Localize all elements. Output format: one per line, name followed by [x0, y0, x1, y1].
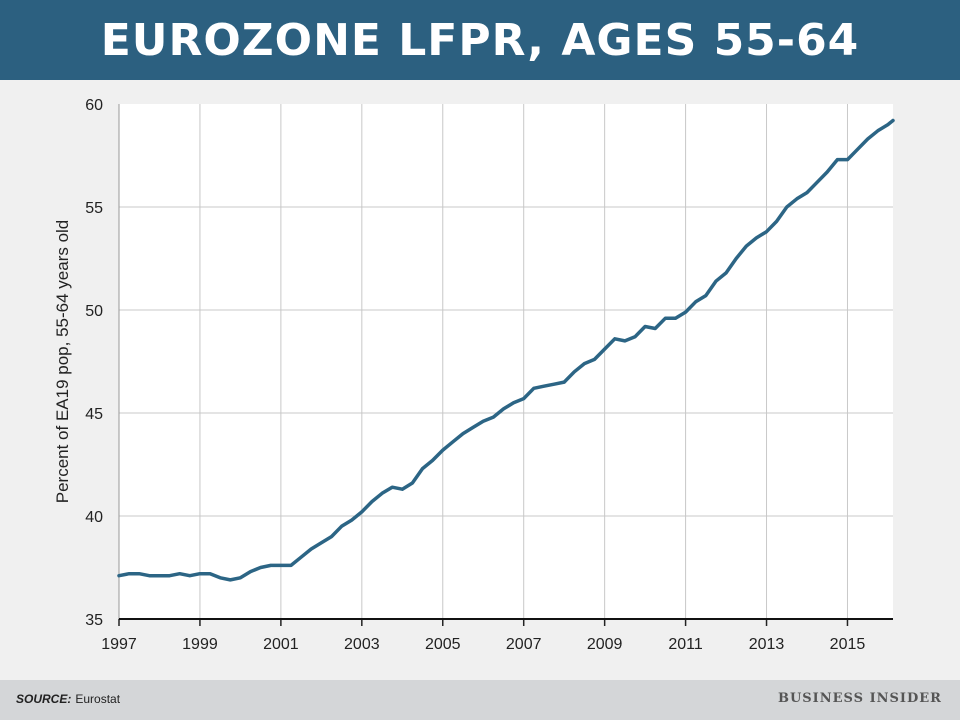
x-tick-label: 2011: [668, 636, 703, 653]
x-tick-label: 2007: [506, 636, 542, 653]
x-tick-label: 2005: [425, 636, 461, 653]
tick-labels: 35 40 45 50 55 60 1997 1999 2001 2003 2005 2007 2009…: [85, 97, 865, 653]
y-tick-label: 35: [85, 612, 103, 629]
series-line: [117, 118, 895, 582]
source-value: Eurostat: [75, 692, 121, 706]
y-tick-label: 55: [85, 200, 103, 217]
source-note: SOURCE: Eurostat: [16, 692, 120, 706]
source-label: SOURCE:: [16, 692, 72, 706]
series-layer: [117, 118, 895, 582]
x-tick-label: 2001: [263, 636, 299, 653]
x-tick-label: 1997: [101, 636, 137, 653]
plot-area: [119, 104, 893, 619]
chart-title: EUROZONE LFPR, AGES 55-64: [100, 14, 860, 66]
x-tick-label: 2015: [830, 636, 866, 653]
line-chart: 35 40 45 50 55 60 1997 1999 2001 2003 2005 2007 2009…: [53, 97, 895, 653]
chart-header: EUROZONE LFPR, AGES 55-64: [0, 0, 960, 80]
footer: SOURCE: Eurostat BUSINESS INSIDER: [0, 680, 960, 720]
x-tick-label: 2003: [344, 636, 380, 653]
business-insider-logo: BUSINESS INSIDER: [777, 691, 942, 706]
x-tick-label: 1999: [182, 636, 218, 653]
y-tick-label: 50: [85, 303, 103, 320]
x-tick-label: 2013: [749, 636, 785, 653]
y-tick-label: 45: [85, 406, 103, 423]
y-axis-label: Percent of EA19 pop, 55-64 years old: [53, 220, 72, 504]
x-tick-label: 2009: [587, 636, 623, 653]
y-tick-label: 60: [85, 97, 103, 114]
y-tick-label: 40: [85, 509, 103, 526]
gridlines: [119, 104, 893, 619]
axes: [118, 104, 893, 626]
